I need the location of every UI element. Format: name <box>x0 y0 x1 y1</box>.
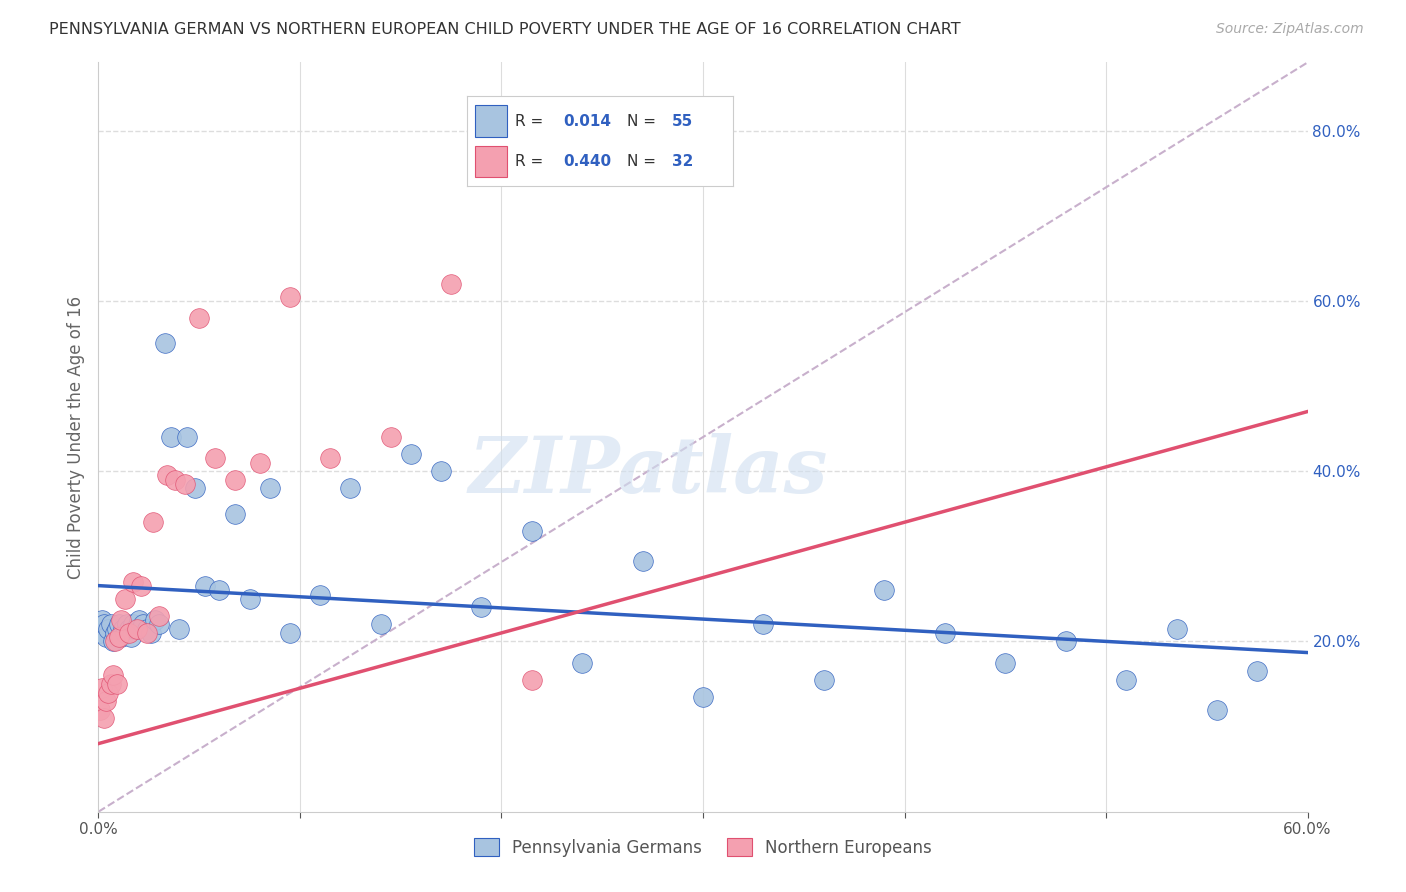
Point <box>105 622 128 636</box>
Point <box>110 613 132 627</box>
Point <box>124 622 146 636</box>
Point <box>259 481 281 495</box>
Point <box>148 608 170 623</box>
Point <box>103 634 125 648</box>
Point <box>93 617 115 632</box>
Point <box>91 613 114 627</box>
Point <box>128 613 150 627</box>
Point <box>813 673 835 687</box>
Point <box>143 613 166 627</box>
Point <box>176 430 198 444</box>
Point <box>114 626 136 640</box>
Point <box>224 473 246 487</box>
Point <box>278 289 301 303</box>
Point <box>430 464 453 478</box>
Text: ZIPatlas: ZIPatlas <box>468 433 828 509</box>
Point <box>100 617 122 632</box>
Point <box>692 690 714 704</box>
Point <box>1115 673 1137 687</box>
Point <box>631 132 654 146</box>
Point <box>156 468 179 483</box>
Point <box>1054 634 1077 648</box>
Point <box>110 630 132 644</box>
Point <box>129 579 152 593</box>
Point <box>118 622 141 636</box>
Point <box>520 673 543 687</box>
Point <box>224 507 246 521</box>
Point <box>96 694 118 708</box>
Point <box>174 476 197 491</box>
Point <box>118 626 141 640</box>
Point <box>163 473 186 487</box>
Text: Source: ZipAtlas.com: Source: ZipAtlas.com <box>1216 22 1364 37</box>
Point <box>135 626 157 640</box>
Point <box>520 524 543 538</box>
Point <box>114 591 136 606</box>
Point <box>153 336 176 351</box>
Point <box>101 668 124 682</box>
Point <box>752 617 775 632</box>
Point <box>93 711 115 725</box>
Point <box>208 583 231 598</box>
Point <box>121 617 143 632</box>
Point <box>107 630 129 644</box>
Point <box>115 617 138 632</box>
Point <box>399 447 422 461</box>
Point <box>125 622 148 636</box>
Point <box>188 310 211 325</box>
Legend: Pennsylvania Germans, Northern Europeans: Pennsylvania Germans, Northern Europeans <box>467 831 939 863</box>
Point <box>91 681 114 696</box>
Point <box>89 626 111 640</box>
Point <box>101 634 124 648</box>
Point <box>132 617 155 632</box>
Point <box>204 451 226 466</box>
Point <box>309 588 332 602</box>
Point <box>339 481 361 495</box>
Point <box>194 579 217 593</box>
Point <box>1166 622 1188 636</box>
Point <box>105 677 128 691</box>
Point <box>107 617 129 632</box>
Point <box>319 451 342 466</box>
Point <box>135 622 157 636</box>
Point <box>167 622 190 636</box>
Point <box>380 430 402 444</box>
Point <box>148 617 170 632</box>
Point <box>121 574 143 589</box>
Point <box>97 622 120 636</box>
Point <box>239 591 262 606</box>
Point <box>571 656 593 670</box>
Point <box>89 702 111 716</box>
Point <box>370 617 392 632</box>
Point <box>160 430 183 444</box>
Point <box>111 622 134 636</box>
Point <box>103 626 125 640</box>
Point <box>120 630 142 644</box>
Y-axis label: Child Poverty Under the Age of 16: Child Poverty Under the Age of 16 <box>66 295 84 579</box>
Point <box>470 600 492 615</box>
Point <box>631 553 654 567</box>
Point <box>100 677 122 691</box>
Point <box>97 685 120 699</box>
Point <box>96 630 118 644</box>
Point <box>184 481 207 495</box>
Point <box>142 515 165 529</box>
Point <box>1206 702 1229 716</box>
Point <box>278 626 301 640</box>
Point <box>934 626 956 640</box>
Point <box>249 456 271 470</box>
Point <box>440 277 463 291</box>
Point <box>994 656 1017 670</box>
Point <box>1246 664 1268 678</box>
Point <box>139 626 162 640</box>
Point <box>873 583 896 598</box>
Text: PENNSYLVANIA GERMAN VS NORTHERN EUROPEAN CHILD POVERTY UNDER THE AGE OF 16 CORRE: PENNSYLVANIA GERMAN VS NORTHERN EUROPEAN… <box>49 22 960 37</box>
